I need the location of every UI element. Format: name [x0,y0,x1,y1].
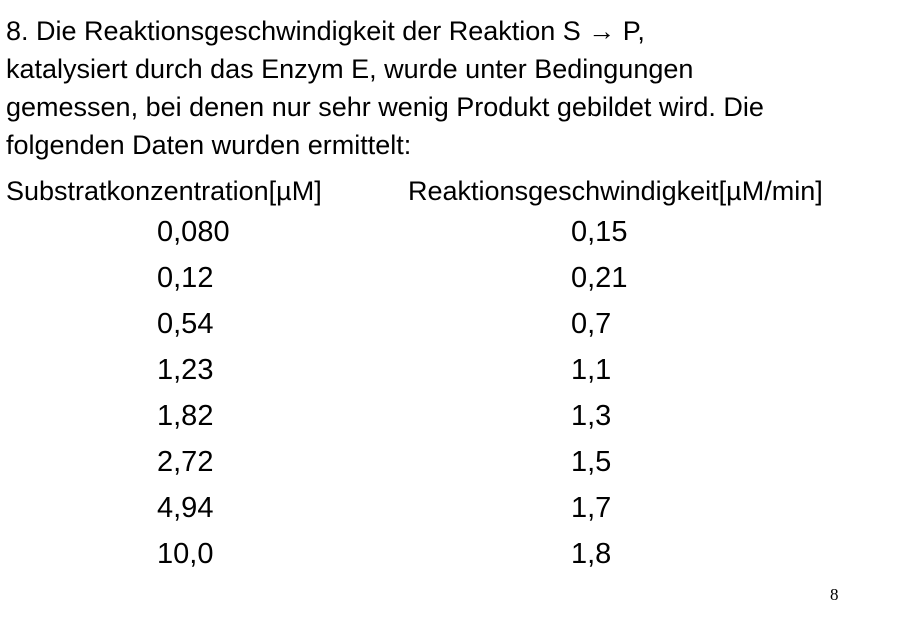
question-line: gemessen, bei denen nur sehr wenig Produ… [6,92,764,122]
table-row: 0,54 0,7 [0,302,906,348]
table-row: 0,12 0,21 [0,256,906,302]
substrate-cell: 0,12 [157,262,214,294]
substrate-cell: 0,54 [157,308,214,340]
rate-cell: 1,7 [571,492,612,524]
rate-cell: 0,7 [571,308,612,340]
table-row: 2,72 1,5 [0,440,906,486]
question-text: 8. Die Reaktionsgeschwindigkeit der Reak… [6,12,902,164]
substrate-cell: 2,72 [157,446,214,478]
substrate-cell: 0,080 [157,216,230,248]
table-row: 4,94 1,7 [0,486,906,532]
rate-cell: 1,1 [571,354,612,386]
table-row: 1,23 1,1 [0,348,906,394]
rate-cell: 1,5 [571,446,612,478]
table-row: 0,080 0,15 [0,210,906,256]
rate-column-header: Reaktionsgeschwindigkeit[µM/min] [408,176,823,206]
rate-cell: 1,3 [571,400,612,432]
question-line: katalysiert durch das Enzym E, wurde unt… [6,54,694,84]
page-number: 8 [830,585,839,604]
data-table: 0,080 0,15 0,12 0,21 0,54 0,7 1,23 1,1 1… [0,210,906,578]
substrate-cell: 1,23 [157,354,214,386]
table-row: 10,0 1,8 [0,532,906,578]
rate-cell: 1,8 [571,538,612,570]
substrate-column-header: Substratkonzentration[µM] [6,176,322,206]
substrate-cell: 1,82 [157,400,214,432]
rate-cell: 0,15 [571,216,628,248]
rate-cell: 0,21 [571,262,628,294]
question-line: 8. Die Reaktionsgeschwindigkeit der Reak… [6,16,645,46]
substrate-cell: 10,0 [157,538,214,570]
question-line: folgenden Daten wurden ermittelt: [6,130,412,160]
table-row: 1,82 1,3 [0,394,906,440]
substrate-cell: 4,94 [157,492,214,524]
